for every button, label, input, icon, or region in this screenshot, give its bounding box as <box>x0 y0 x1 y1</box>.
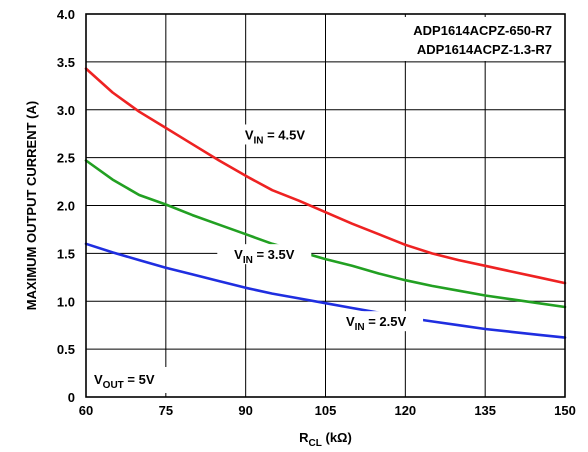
part-number-box <box>370 17 562 61</box>
x-tick-label: 60 <box>79 403 93 418</box>
x-tick-label: 150 <box>554 403 576 418</box>
vout-prefix: V <box>94 372 103 387</box>
part-number-1: ADP1614ACPZ-650-R7 <box>413 23 552 38</box>
y-tick-label: 1.5 <box>57 246 75 261</box>
y-tick-label: 4.0 <box>57 7 75 22</box>
series-label-bg-3 <box>329 311 424 332</box>
vout-subscript: OUT <box>103 380 124 391</box>
x-tick-labels: 60 75 90 105 120 135 150 <box>79 403 576 418</box>
x-tick-label: 120 <box>394 403 416 418</box>
y-tick-label: 2.5 <box>57 151 75 166</box>
x-axis-title-main: R <box>299 430 309 445</box>
x-tick-label: 75 <box>159 403 173 418</box>
series-lines <box>84 67 567 339</box>
series-line-3 <box>84 242 567 339</box>
y-tick-label: 0 <box>68 390 75 405</box>
y-tick-label: 2.0 <box>57 199 75 214</box>
x-tick-label: 135 <box>474 403 496 418</box>
series-label-3: VIN = 2.5V <box>346 314 407 333</box>
y-axis-title: MAXIMUM OUTPUT CURRENT (A) <box>24 101 39 310</box>
condition-box <box>89 367 175 393</box>
series-label-bg-1 <box>227 124 322 145</box>
series-label-1: VIN = 4.5V <box>245 127 306 146</box>
x-axis-title: RCL (kΩ) <box>299 430 352 449</box>
series-labels: VIN = 4.5V VIN = 3.5V VIN = 2.5V <box>217 124 424 333</box>
series-label-bg-2 <box>217 244 312 265</box>
x-tick-label: 90 <box>238 403 252 418</box>
y-tick-label: 3.0 <box>57 103 75 118</box>
series-label-2: VIN = 3.5V <box>234 247 295 266</box>
y-tick-label: 3.5 <box>57 55 75 70</box>
vout-condition-label: VOUT = 5V <box>94 372 155 391</box>
x-axis-title-subscript: CL <box>309 438 322 449</box>
series-line-2 <box>84 159 567 309</box>
plot-frame <box>85 13 566 398</box>
grid-lines <box>85 13 566 398</box>
vout-suffix: = 5V <box>124 372 155 387</box>
y-tick-label: 0.5 <box>57 342 75 357</box>
series-line-1 <box>84 67 567 285</box>
y-tick-label: 1.0 <box>57 294 75 309</box>
x-axis-title-unit: (kΩ) <box>322 430 352 445</box>
y-tick-labels: 0 0.5 1.0 1.5 2.0 2.5 3.0 3.5 4.0 <box>57 7 75 405</box>
part-number-2: ADP1614ACPZ-1.3-R7 <box>417 42 552 57</box>
x-tick-label: 105 <box>315 403 337 418</box>
